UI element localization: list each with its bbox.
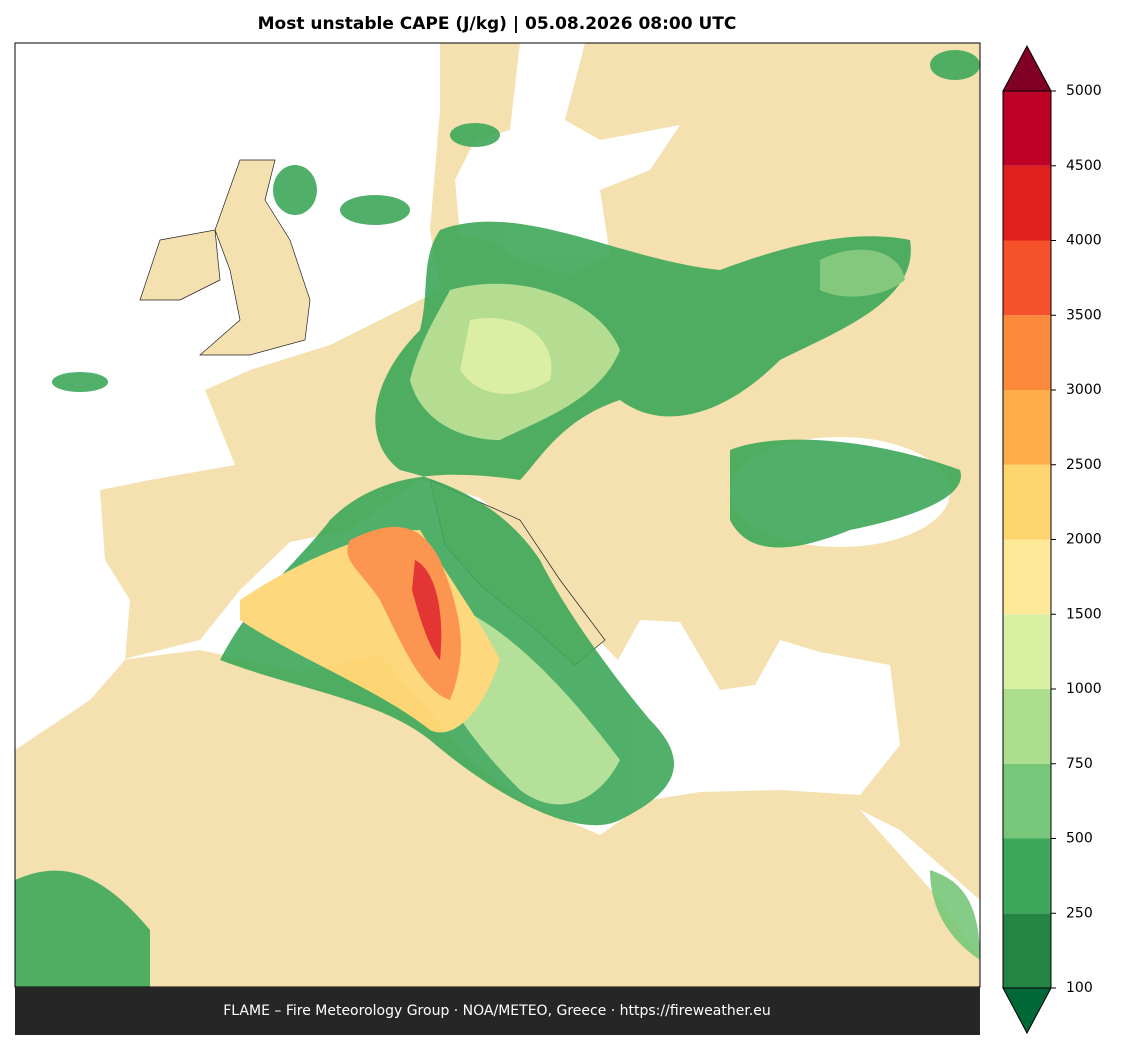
colorbar-band xyxy=(1003,838,1051,914)
colorbar-band xyxy=(1003,763,1051,839)
colorbar-band xyxy=(1003,464,1051,540)
colorbar-band xyxy=(1003,539,1051,615)
colorbar-under xyxy=(1002,987,1052,1035)
colorbar-tick-label: 3000 xyxy=(1066,382,1102,398)
atlantic xyxy=(15,43,440,750)
colorbar-band xyxy=(1003,165,1051,241)
colorbar-tick-label: 5000 xyxy=(1066,83,1102,99)
colorbar-over xyxy=(1002,44,1052,92)
map xyxy=(14,42,981,988)
footer-text: FLAME – Fire Meteorology Group · NOA/MET… xyxy=(223,1003,771,1019)
colorbar-band xyxy=(1003,614,1051,689)
colorbar-tick-label: 750 xyxy=(1066,756,1093,772)
ireland xyxy=(139,229,221,301)
colorbar-band xyxy=(1003,913,1051,988)
footer-bar xyxy=(15,987,980,1035)
cape-field xyxy=(15,50,980,987)
colorbar-band xyxy=(1003,390,1051,465)
map-title: Most unstable CAPE (J/kg) | 05.08.2026 0… xyxy=(258,14,737,34)
colorbar-tick-label: 3500 xyxy=(1066,307,1102,323)
colorbar-band xyxy=(1003,315,1051,390)
colorbar-tick-label: 4000 xyxy=(1066,233,1102,249)
colorbar-tick-label: 2000 xyxy=(1066,532,1102,548)
colorbar-tick-label: 250 xyxy=(1066,905,1093,921)
baltic xyxy=(455,43,680,275)
britain xyxy=(199,159,311,356)
colorbar-band xyxy=(1003,240,1051,316)
colorbar-band xyxy=(1003,689,1051,764)
colorbar-tick-label: 500 xyxy=(1066,831,1093,847)
colorbar-tick-label: 100 xyxy=(1066,980,1093,996)
colorbar-tick-label: 4500 xyxy=(1066,158,1102,174)
colorbar-band xyxy=(1003,91,1051,166)
colorbar-tick-label: 1500 xyxy=(1066,606,1102,622)
colorbar-tick-label: 1000 xyxy=(1066,681,1102,697)
colorbar: 100 250 500 750 1000 1500 2000 2500 3000 3500 4000… xyxy=(1002,44,1102,1035)
colorbar-tick-label: 2500 xyxy=(1066,457,1102,473)
